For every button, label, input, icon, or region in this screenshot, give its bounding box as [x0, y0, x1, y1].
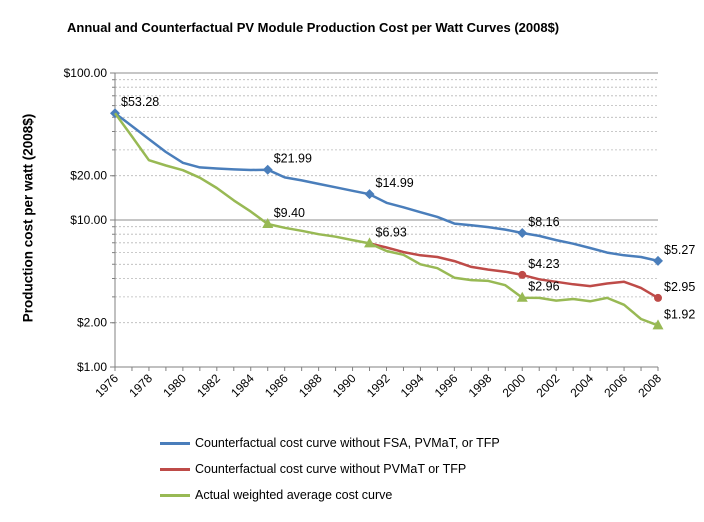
x-tick-label: 2000 — [500, 371, 529, 400]
legend-item-series-3: Actual weighted average cost curve — [160, 482, 500, 508]
data-point-marker — [654, 293, 662, 302]
data-label: $21.99 — [274, 152, 312, 166]
x-tick-label: 1996 — [432, 371, 461, 400]
data-label: $2.95 — [664, 280, 695, 294]
data-point-marker — [364, 237, 376, 248]
legend-swatch-series-2 — [160, 467, 190, 471]
data-point-marker — [262, 164, 273, 175]
data-point-marker — [516, 291, 528, 302]
x-tick-label: 2006 — [601, 371, 630, 400]
legend-item-series-2: Counterfactual cost curve without PVMaT … — [160, 456, 500, 482]
data-label: $9.40 — [274, 206, 305, 220]
data-point-marker — [517, 227, 528, 238]
data-labels: $53.28 $21.99 $14.99 $8.16 $5.27 $4.23 $2.95 $9… — [121, 95, 695, 321]
data-point-marker — [262, 217, 274, 228]
x-tick-label: 1980 — [160, 371, 189, 400]
series-lines — [110, 108, 664, 330]
legend-label-series-3: Actual weighted average cost curve — [195, 488, 393, 502]
legend-label-series-1: Counterfactual cost curve without FSA, P… — [195, 436, 500, 450]
data-point-marker — [652, 319, 664, 330]
data-label: $1.92 — [664, 307, 695, 321]
legend-swatch-series-3 — [160, 493, 190, 497]
data-point-marker — [364, 189, 375, 200]
series-line-2 — [369, 242, 659, 299]
legend-item-series-1: Counterfactual cost curve without FSA, P… — [160, 430, 500, 456]
data-label: $14.99 — [376, 176, 414, 190]
x-tick-label: 1992 — [364, 371, 393, 400]
x-tick-label: 1988 — [296, 371, 325, 400]
y-tick-label: $20.00 — [70, 169, 107, 183]
grid-lines — [115, 72, 658, 324]
data-label: $8.16 — [528, 215, 559, 229]
x-tick-label: 1976 — [92, 371, 121, 400]
x-tick-label: 1998 — [466, 371, 495, 400]
x-tick-label: 1986 — [262, 371, 291, 400]
series-line-3 — [113, 112, 659, 327]
y-tick-label: $1.00 — [77, 360, 107, 374]
x-tick-label: 1982 — [194, 371, 223, 400]
x-tick-label: 1990 — [330, 371, 359, 400]
legend-swatch-series-1 — [160, 441, 190, 445]
x-tick-label: 1984 — [228, 371, 257, 400]
data-point-marker — [653, 255, 663, 266]
data-label: $4.23 — [528, 257, 559, 271]
series-line-1 — [114, 112, 659, 263]
y-tick-label: $2.00 — [77, 316, 107, 330]
data-label: $6.93 — [376, 225, 407, 239]
x-tick-label: 1994 — [398, 371, 427, 400]
x-tick-label: 2008 — [635, 371, 664, 400]
legend: Counterfactual cost curve without FSA, P… — [160, 430, 500, 508]
x-tick-label: 2002 — [534, 371, 563, 400]
data-label: $2.96 — [528, 280, 559, 294]
data-label: $5.27 — [664, 243, 695, 257]
data-point-marker — [518, 270, 527, 279]
y-tick-label: $100.00 — [64, 66, 108, 80]
y-tick-label: $10.00 — [70, 213, 107, 227]
x-tick-label: 1978 — [126, 371, 155, 400]
legend-label-series-2: Counterfactual cost curve without PVMaT … — [195, 462, 467, 476]
data-label: $53.28 — [121, 95, 159, 109]
x-tick-label: 2004 — [567, 371, 596, 400]
chart-title: Annual and Counterfactual PV Module Prod… — [67, 20, 560, 35]
